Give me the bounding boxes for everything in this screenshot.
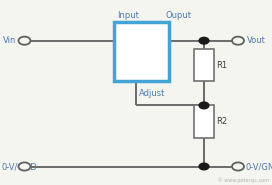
Bar	[194, 105, 214, 138]
Text: 0-V/GND: 0-V/GND	[1, 162, 37, 171]
Circle shape	[18, 37, 30, 45]
Circle shape	[232, 37, 244, 45]
Text: 0-V/GND: 0-V/GND	[245, 162, 272, 171]
Bar	[114, 22, 169, 81]
Text: R1: R1	[216, 61, 227, 70]
Text: Adjust: Adjust	[139, 89, 165, 98]
Text: R2: R2	[216, 117, 227, 126]
Text: Ouput: Ouput	[166, 11, 192, 20]
Circle shape	[232, 162, 244, 171]
Text: Vin: Vin	[3, 36, 16, 45]
Text: © www.petersjc.com: © www.petersjc.com	[218, 178, 269, 183]
Circle shape	[199, 163, 209, 170]
Bar	[194, 49, 214, 81]
Circle shape	[199, 102, 209, 109]
Text: Input: Input	[117, 11, 139, 20]
Circle shape	[199, 37, 209, 44]
Text: Vout: Vout	[247, 36, 265, 45]
Circle shape	[18, 162, 30, 171]
